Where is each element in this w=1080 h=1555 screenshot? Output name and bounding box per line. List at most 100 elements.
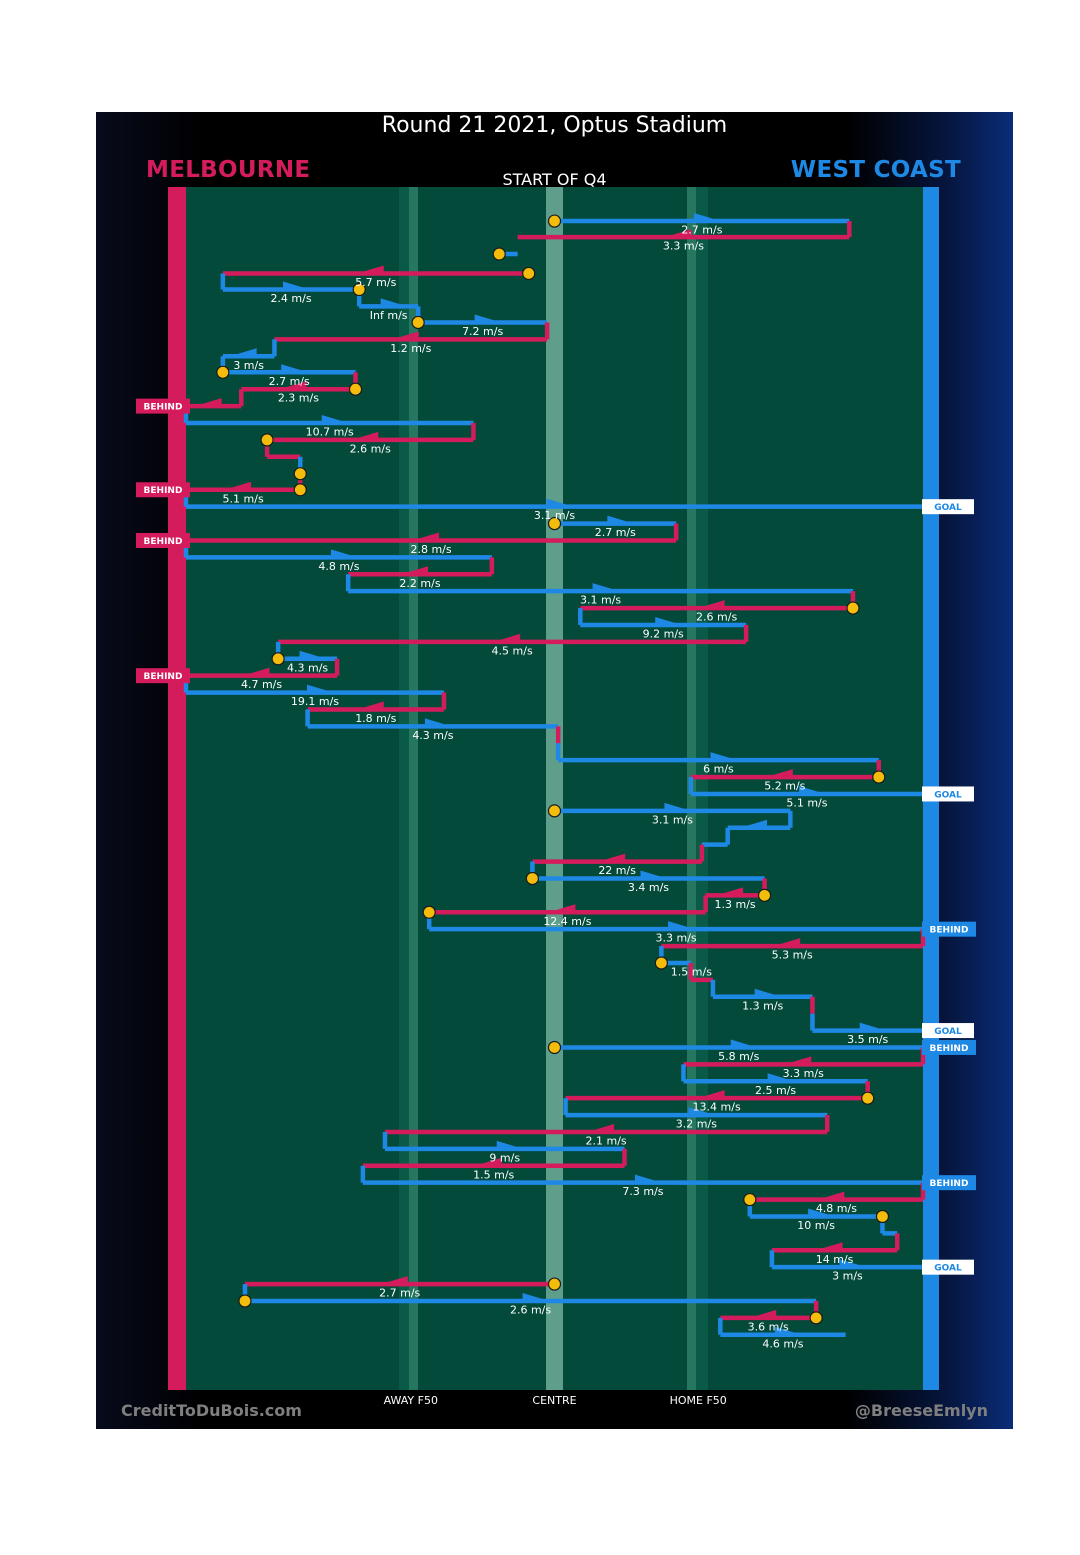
event-label: GOAL [934,1027,962,1037]
chain-arrow [808,1208,829,1215]
speed-label: 12.4 m/s [543,915,591,928]
speed-label: 9 m/s [489,1151,520,1164]
speed-label: 2.8 m/s [410,543,451,556]
chain-arrow [555,904,576,911]
stoppage-marker [547,1277,562,1291]
event-badge [922,1175,976,1191]
event-label: GOAL [934,503,962,513]
speed-label: 13.4 m/s [693,1101,741,1114]
event-badge [136,482,190,498]
speed-label: 2.7 m/s [269,375,310,388]
speed-label: 10 m/s [797,1219,835,1232]
chain-arrow [281,364,302,371]
chain-arrow [693,213,714,220]
event-badge [922,499,974,515]
event-badge [922,786,974,802]
chain-arrow [546,498,567,505]
home-f50-band [696,187,708,1390]
speed-label: 3.4 m/s [628,881,669,894]
speed-label: 14 m/s [816,1253,854,1266]
speed-label: 2.7 m/s [595,526,636,539]
speed-label: 19.1 m/s [291,695,339,708]
event-label: BEHIND [144,486,183,496]
chain-arrow [634,1174,655,1181]
chain-arrow [592,583,613,590]
speed-label: 4.7 m/s [241,678,282,691]
event-label: BEHIND [144,402,183,412]
speed-label: 3.2 m/s [676,1118,717,1131]
speed-label: 7.3 m/s [622,1185,663,1198]
chain-arrow [363,265,384,272]
stoppage-marker [547,804,562,818]
stoppage-marker [352,282,366,297]
event-label: BEHIND [144,672,183,682]
speed-label: 5.1 m/s [786,796,827,809]
chain-arrow [387,1276,408,1283]
chain-arrow [640,870,661,877]
possession-chains [183,213,926,1338]
speed-label: 9.2 m/s [643,627,684,640]
stoppage-marker [260,433,274,447]
stoppage-marker [293,483,307,497]
chain-arrow [668,921,689,928]
site-credit: CreditToDuBois.com [121,1401,302,1420]
chain-arrow [655,616,676,623]
chain-arrow [664,802,685,809]
chain-arrow [398,331,419,338]
chain-arrow [424,718,445,725]
stoppage-marker [525,871,539,886]
chain-arrow [824,1191,845,1198]
chain-arrow [594,1123,615,1130]
event-label: BEHIND [930,1179,969,1189]
speed-label: 2.5 m/s [755,1084,796,1097]
chart-title: Round 21 2021, Optus Stadium [381,113,728,138]
chain-arrow [710,752,731,759]
chain-chart: AWAY F50 CENTRE HOME F50 2.7 m/s 3.3 m/s 5.7… [136,187,976,1407]
event-label: BEHIND [144,537,183,547]
x-tick-label: HOME F50 [670,1394,727,1407]
event-badge [922,1039,976,1055]
speed-label: 2.6 m/s [510,1303,551,1316]
chain-arrow [407,566,428,573]
chain-arrow [754,988,775,995]
chain-arrow [822,1242,843,1249]
speed-label: 7.2 m/s [462,325,503,338]
speed-label: 1.3 m/s [714,898,755,911]
speed-label: 4.6 m/s [762,1337,803,1350]
stoppage-marker [293,467,307,481]
chain-arrow [306,684,327,691]
chain-arrow [380,298,401,305]
stoppage-marker [743,1192,757,1207]
chain-arrow [605,853,626,860]
speed-label: 2.2 m/s [399,577,440,590]
chain-arrow [201,398,222,405]
speed-label: 2.3 m/s [278,392,319,405]
speed-label: 4.3 m/s [412,729,453,742]
speed-label: 5.7 m/s [355,276,396,289]
speed-label: 3.3 m/s [663,240,704,253]
quarter-start-label: START OF Q4 [502,170,607,189]
chain-arrow [798,785,819,792]
chain-arrow [774,1326,795,1333]
chain-arrow [283,281,304,288]
stoppage-marker [547,214,562,228]
stoppage-markers [216,214,890,1325]
speed-label: 4.5 m/s [492,644,533,657]
chain-arrow [231,481,252,488]
speed-label: 2.1 m/s [586,1134,627,1147]
chain-arrow [723,887,744,894]
speed-label: 3.1 m/s [652,813,693,826]
chain-arrow [249,667,270,674]
chain-arrow [688,1107,709,1114]
stoppage-marker [422,905,436,919]
event-badge [136,398,190,414]
speed-label: 3.3 m/s [783,1067,824,1080]
chain-arrow [236,348,257,355]
author-handle: @BreeseEmlyn [854,1401,988,1420]
chain-arrow [730,1039,751,1046]
speed-label: 1.5 m/s [671,965,712,978]
chain-arrow [330,549,351,556]
melbourne-goal-line [168,187,186,1390]
speed-label: 1.8 m/s [355,712,396,725]
stoppage-marker [411,315,425,330]
